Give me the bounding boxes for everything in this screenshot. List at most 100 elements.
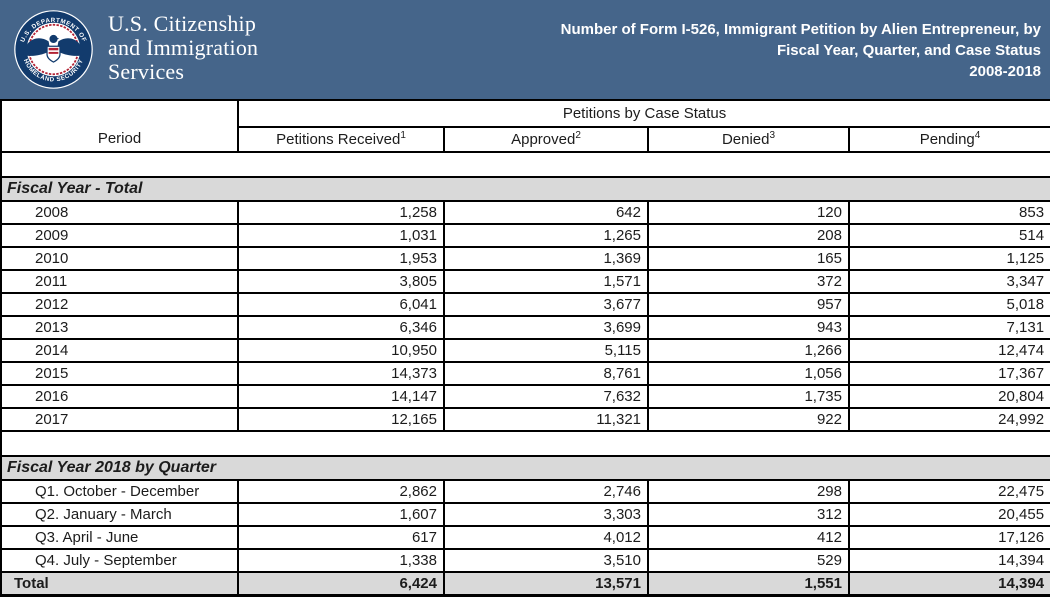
approved-column-header: Approved2 — [443, 126, 649, 153]
footnote-marker: 1 — [400, 130, 406, 141]
value-cell: 1,258 — [237, 200, 445, 225]
value-cell: 3,510 — [443, 548, 649, 573]
value-cell: 12,165 — [237, 407, 445, 432]
total-value-cell: 6,424 — [237, 571, 445, 596]
period-cell: 2008 — [0, 200, 239, 225]
period-cell: Q4. July - September — [0, 548, 239, 573]
value-cell: 312 — [647, 502, 850, 527]
table-body: Fiscal Year - Total 2008 1,258 642 120 853 200… — [0, 151, 1050, 596]
value-cell: 1,125 — [847, 246, 1050, 271]
value-cell: 1,369 — [443, 246, 649, 271]
value-cell: 3,805 — [237, 269, 445, 294]
value-cell: 24,992 — [847, 407, 1050, 432]
table-row: Q3. April - June 617 4,012 412 17,126 — [0, 525, 1050, 550]
value-cell: 298 — [647, 479, 850, 504]
table-row: 2010 1,953 1,369 165 1,125 — [0, 246, 1050, 271]
spacer-row — [1, 151, 1050, 178]
value-cell: 7,632 — [443, 384, 649, 409]
value-cell: 957 — [647, 292, 850, 317]
period-cell: 2016 — [0, 384, 239, 409]
value-cell: 3,677 — [443, 292, 649, 317]
value-cell: 1,735 — [647, 384, 850, 409]
agency-wordmark: U.S. Citizenship and Immigration Service… — [108, 12, 258, 83]
value-cell: 3,303 — [443, 502, 649, 527]
spacer-cell — [1, 430, 1050, 457]
period-cell: 2014 — [0, 338, 239, 363]
value-cell: 8,761 — [443, 361, 649, 386]
period-cell: 2009 — [0, 223, 239, 248]
total-value-cell: 13,571 — [443, 571, 649, 596]
total-label-cell: Total — [0, 571, 239, 596]
group-header-row: Period Petitions by Case Status — [0, 99, 1050, 153]
pending-column-header: Pending4 — [847, 126, 1050, 153]
period-cell: Q3. April - June — [0, 525, 239, 550]
period-cell: Q1. October - December — [0, 479, 239, 504]
value-cell: 14,147 — [237, 384, 445, 409]
value-cell: 1,031 — [237, 223, 445, 248]
value-cell: 165 — [647, 246, 850, 271]
table-row: 2014 10,950 5,115 1,266 12,474 — [0, 338, 1050, 363]
period-cell: 2013 — [0, 315, 239, 340]
section-label: Fiscal Year 2018 by Quarter — [1, 455, 1050, 481]
case-status-group-header: Petitions by Case Status — [236, 99, 1050, 128]
value-cell: 11,321 — [443, 407, 649, 432]
value-cell: 17,126 — [847, 525, 1050, 550]
value-cell: 514 — [847, 223, 1050, 248]
value-cell: 208 — [647, 223, 850, 248]
value-cell: 3,699 — [443, 315, 649, 340]
dhs-seal-icon: U.S. DEPARTMENT OF HOMELAND SECURITY — [14, 10, 93, 89]
period-cell: 2011 — [0, 269, 239, 294]
value-cell: 853 — [847, 200, 1050, 225]
value-cell: 1,056 — [647, 361, 850, 386]
value-cell: 1,607 — [237, 502, 445, 527]
table-row: 2016 14,147 7,632 1,735 20,804 — [0, 384, 1050, 409]
value-cell: 12,474 — [847, 338, 1050, 363]
table-row: 2009 1,031 1,265 208 514 — [0, 223, 1050, 248]
total-value-cell: 1,551 — [647, 571, 850, 596]
table-row: 2012 6,041 3,677 957 5,018 — [0, 292, 1050, 317]
column-header-row: Petitions Received1 Approved2 Denied3 Pe… — [1, 126, 1050, 153]
report-title-line: Number of Form I-526, Immigrant Petition… — [560, 21, 1041, 38]
section-label: Fiscal Year - Total — [1, 176, 1050, 202]
value-cell: 17,367 — [847, 361, 1050, 386]
denied-column-header: Denied3 — [647, 126, 850, 153]
period-cell: 2010 — [0, 246, 239, 271]
value-cell: 6,041 — [237, 292, 445, 317]
footnote-marker: 4 — [974, 130, 981, 141]
section-header-row: Fiscal Year - Total — [1, 176, 1050, 202]
value-cell: 5,018 — [847, 292, 1050, 317]
agency-line: U.S. Citizenship — [108, 11, 257, 36]
agency-line: Services — [108, 58, 185, 84]
value-cell: 2,862 — [237, 479, 445, 504]
report-title: Number of Form I-526, Immigrant Petition… — [561, 19, 1041, 82]
footnote-marker: 2 — [575, 130, 581, 141]
table-row: 2017 12,165 11,321 922 24,992 — [0, 407, 1050, 432]
value-cell: 4,012 — [443, 525, 649, 550]
data-table: Period Petitions by Case Status Petition… — [0, 99, 1050, 597]
table-row: Total 6,424 13,571 1,551 14,394 — [0, 571, 1050, 596]
value-cell: 617 — [237, 525, 445, 550]
table-row: 2013 6,346 3,699 943 7,131 — [0, 315, 1050, 340]
table-row: 2008 1,258 642 120 853 — [0, 200, 1050, 225]
table-row: Q1. October - December 2,862 2,746 298 22,47… — [0, 479, 1050, 504]
value-cell: 1,571 — [443, 269, 649, 294]
value-cell: 943 — [647, 315, 850, 340]
period-cell: 2012 — [0, 292, 239, 317]
value-cell: 642 — [443, 200, 649, 225]
eagle-icon — [23, 34, 84, 63]
value-cell: 1,265 — [443, 223, 649, 248]
period-column-header: Period — [0, 99, 239, 153]
value-cell: 412 — [647, 525, 850, 550]
received-column-header: Petitions Received1 — [237, 126, 445, 153]
spacer-row — [1, 430, 1050, 457]
table-row: Q4. July - September 1,338 3,510 529 14,394 — [0, 548, 1050, 573]
value-cell: 372 — [647, 269, 850, 294]
value-cell: 6,346 — [237, 315, 445, 340]
value-cell: 922 — [647, 407, 850, 432]
agency-line: and Immigration — [108, 34, 259, 60]
value-cell: 3,347 — [847, 269, 1050, 294]
report-banner: U.S. DEPARTMENT OF HOMELAND SECURITY U.S… — [0, 0, 1050, 99]
footnote-marker: 3 — [769, 130, 776, 141]
value-cell: 1,953 — [237, 246, 445, 271]
